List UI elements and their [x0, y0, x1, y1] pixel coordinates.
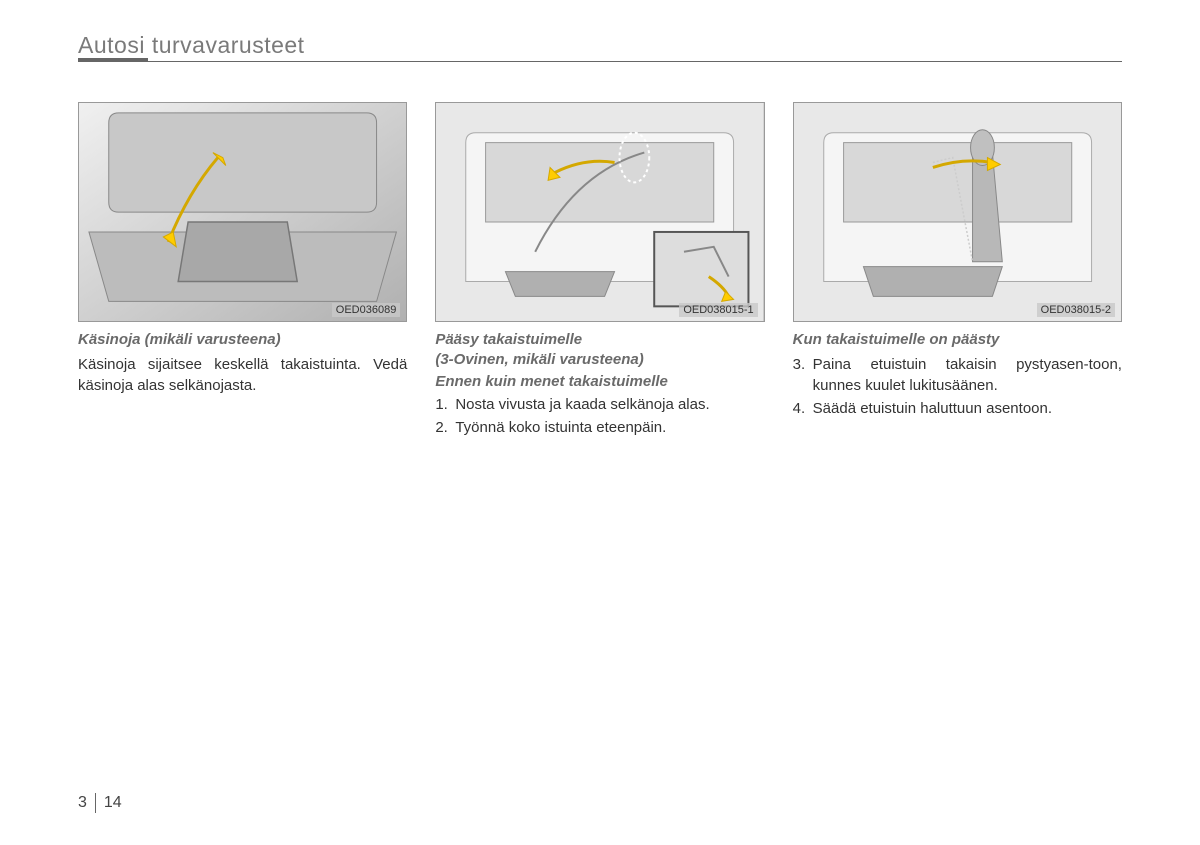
list-number: 2. [435, 417, 455, 438]
page-header: Autosi turvavarusteet [78, 32, 1122, 62]
content-area: OED036089 Käsinoja (mikäli varusteena) K… [78, 102, 1122, 440]
image-code-label: OED038015-2 [1037, 303, 1115, 317]
list-item: 1. Nosta vivusta ja kaada selkänoja alas… [435, 394, 764, 415]
subtitle-before-entry: Ennen kuin menet takaistuimelle [435, 373, 764, 390]
section-title-armrest: Käsinoja (mikäli varusteena) [78, 330, 407, 350]
page-title: Autosi turvavarusteet [78, 32, 1122, 59]
column-armrest: OED036089 Käsinoja (mikäli varusteena) K… [78, 102, 407, 440]
list-after-entry: 3. Paina etuistuin takaisin pystyasen-to… [793, 354, 1122, 419]
list-item: 2. Työnnä koko istuinta eteenpäin. [435, 417, 764, 438]
title-line2: (3-Ovinen, mikäli varusteena) [435, 351, 643, 368]
column-after-entry: OED038015-2 Kun takaistuimelle on päästy… [793, 102, 1122, 440]
page-number: 14 [104, 794, 122, 812]
after-entry-diagram [794, 103, 1121, 321]
illustration-after-entry: OED038015-2 [793, 102, 1122, 322]
section-title-rear-access: Pääsy takaistuimelle (3-Ovinen, mikäli v… [435, 330, 764, 369]
page-footer: 3 14 [78, 793, 122, 813]
title-line1: Pääsy takaistuimelle [435, 331, 582, 348]
list-item: 4. Säädä etuistuin haluttuun asentoon. [793, 398, 1122, 419]
list-text: Työnnä koko istuinta eteenpäin. [455, 417, 764, 438]
list-text: Nosta vivusta ja kaada selkänoja alas. [455, 394, 764, 415]
list-before-entry: 1. Nosta vivusta ja kaada selkänoja alas… [435, 394, 764, 438]
image-code-label: OED038015-1 [679, 303, 757, 317]
image-code-label: OED036089 [332, 303, 401, 317]
list-number: 1. [435, 394, 455, 415]
illustration-armrest: OED036089 [78, 102, 407, 322]
rear-access-diagram [436, 103, 763, 321]
body-text-armrest: Käsinoja sijaitsee keskellä takaistuinta… [78, 354, 407, 396]
section-title-after-entry: Kun takaistuimelle on päästy [793, 330, 1122, 350]
illustration-rear-access: OED038015-1 [435, 102, 764, 322]
list-text: Paina etuistuin takaisin pystyasen-toon,… [813, 354, 1122, 396]
chapter-number: 3 [78, 794, 87, 812]
armrest-diagram [79, 103, 406, 321]
list-number: 4. [793, 398, 813, 419]
list-number: 3. [793, 354, 813, 396]
list-text: Säädä etuistuin haluttuun asentoon. [813, 398, 1122, 419]
footer-divider [95, 793, 96, 813]
list-item: 3. Paina etuistuin takaisin pystyasen-to… [793, 354, 1122, 396]
column-rear-access: OED038015-1 Pääsy takaistuimelle (3-Ovin… [435, 102, 764, 440]
